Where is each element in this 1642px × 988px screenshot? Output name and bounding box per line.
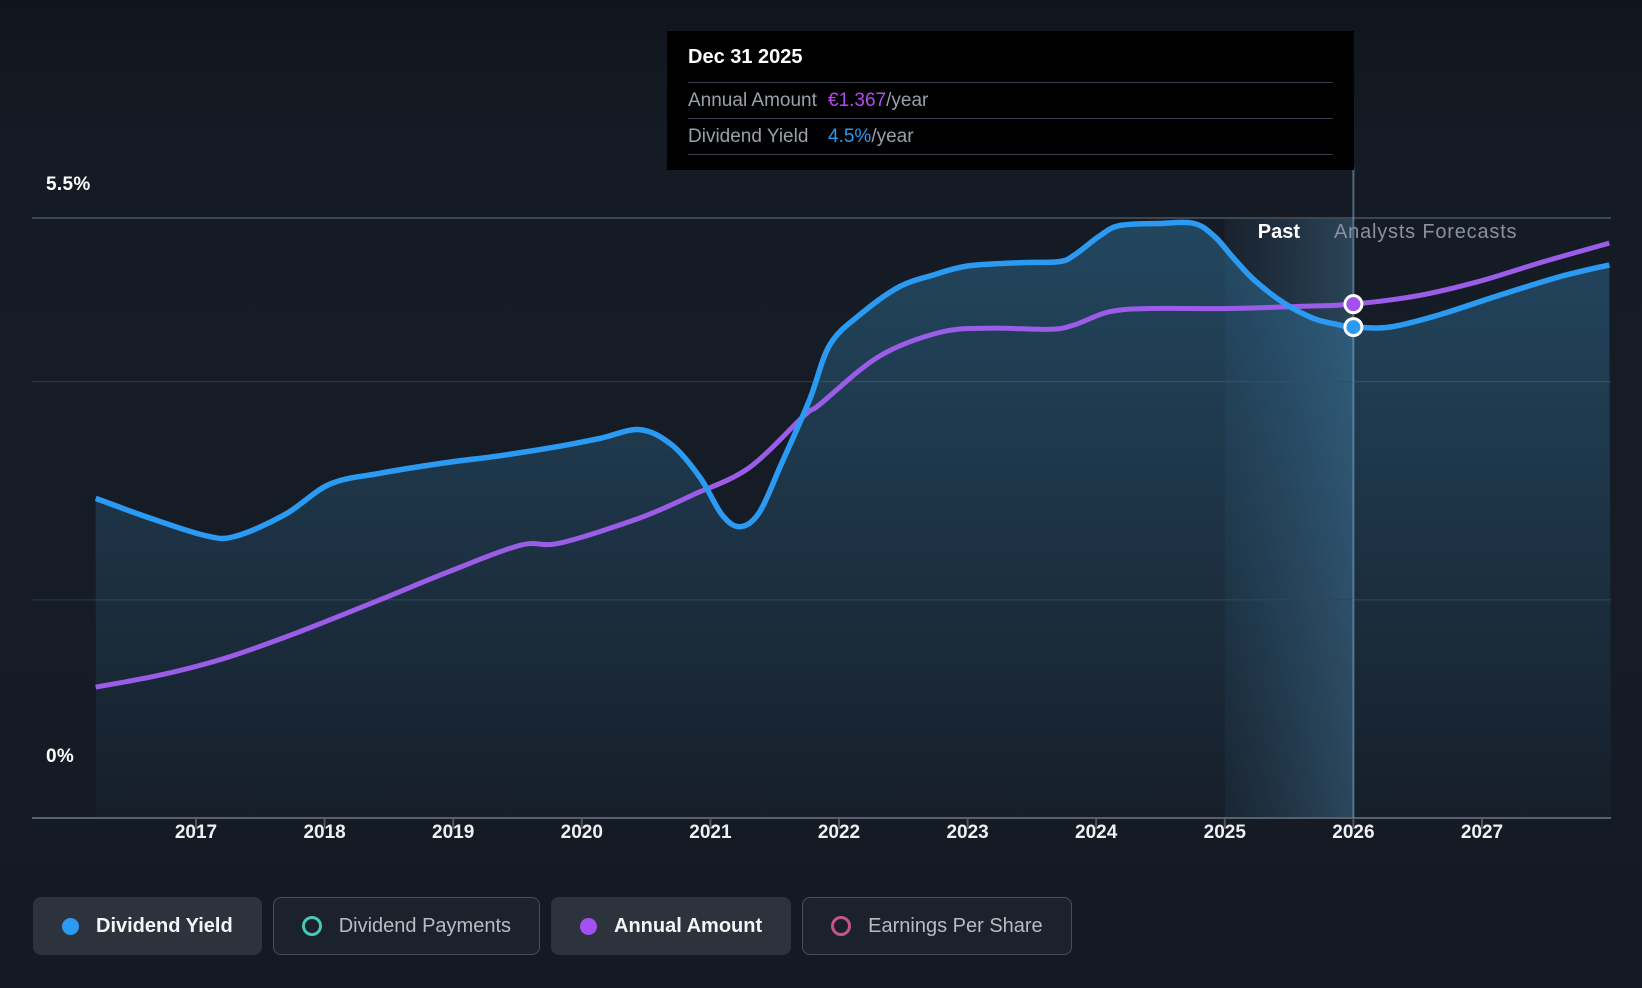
tooltip-suffix: /year	[886, 89, 929, 111]
x-axis-label-2025: 2025	[1203, 822, 1246, 843]
x-axis-label-2022: 2022	[817, 822, 861, 843]
x-axis-label-2023: 2023	[946, 822, 989, 843]
x-axis-label-2021: 2021	[689, 822, 732, 843]
analysts-forecasts-label: Analysts Forecasts	[1334, 221, 1518, 243]
y-axis-label-bottom: 0%	[46, 746, 75, 767]
tooltip-label: Annual Amount	[688, 89, 817, 111]
dividend-yield-marker[interactable]	[1343, 317, 1364, 338]
x-axis-label-2026: 2026	[1332, 822, 1375, 843]
legend-label: Dividend Payments	[338, 914, 512, 937]
dividend-yield-dot-icon	[62, 917, 79, 935]
x-axis-label-2017: 2017	[174, 822, 218, 843]
x-axis-label-2019: 2019	[432, 822, 475, 843]
x-axis-label-2018: 2018	[303, 822, 346, 843]
tooltip-date: Dec 31 2025	[688, 31, 1333, 83]
x-axis-label-2027: 2027	[1460, 822, 1504, 843]
legend-toggle-dividend-yield[interactable]: Dividend Yield	[33, 897, 262, 955]
earnings-per-share-ring-icon	[831, 916, 852, 936]
tooltip-row-annual-amount: Annual Amount €1.367 /year	[688, 83, 1333, 119]
tooltip-value: €1.367	[828, 89, 887, 111]
legend-label: Earnings Per Share	[868, 914, 1043, 937]
x-axis-label-2020: 2020	[560, 822, 603, 843]
annual-amount-marker[interactable]	[1343, 294, 1364, 315]
annual-amount-dot-icon	[580, 917, 598, 935]
tooltip-label: Dividend Yield	[688, 125, 809, 147]
dividend-payments-ring-icon	[301, 916, 322, 936]
legend-toggle-earnings-per-share[interactable]: Earnings Per Share	[802, 897, 1072, 955]
chart-tooltip: Dec 31 2025 Annual Amount €1.367 /year D…	[667, 31, 1354, 170]
dividend-yield-line	[94, 219, 1610, 542]
x-axis-label-2024: 2024	[1075, 822, 1118, 843]
tooltip-value: 4.5%	[828, 125, 872, 147]
legend-toggle-dividend-payments[interactable]: Dividend Payments	[272, 897, 541, 955]
legend-toggle-annual-amount[interactable]: Annual Amount	[551, 897, 792, 955]
tooltip-suffix: /year	[871, 125, 914, 147]
dividend-yield-area-fill	[95, 222, 1612, 818]
tooltip-row-dividend-yield: Dividend Yield 4.5% /year	[688, 119, 1333, 155]
chart-legend: Dividend Yield Dividend Payments Annual …	[33, 897, 1072, 955]
legend-label: Dividend Yield	[96, 914, 233, 937]
legend-label: Annual Amount	[614, 914, 763, 937]
y-axis-label-top: 5.5%	[46, 174, 91, 195]
past-label: Past	[1257, 221, 1300, 243]
annual-amount-line	[95, 240, 1610, 690]
